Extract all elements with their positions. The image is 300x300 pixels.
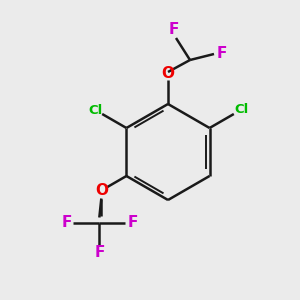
Text: F: F [169,22,179,38]
Text: Cl: Cl [88,103,102,116]
Text: F: F [127,215,137,230]
Text: O: O [95,183,108,198]
Text: F: F [217,46,227,62]
Text: F: F [94,245,104,260]
Text: O: O [161,67,175,82]
Text: F: F [61,215,71,230]
Text: Cl: Cl [235,103,249,116]
